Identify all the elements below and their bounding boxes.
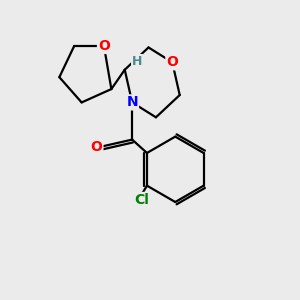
Text: O: O: [167, 55, 178, 69]
Text: Cl: Cl: [134, 193, 149, 207]
Text: N: N: [126, 95, 138, 110]
Text: O: O: [98, 39, 110, 53]
Text: H: H: [132, 55, 142, 68]
Text: O: O: [91, 140, 102, 154]
